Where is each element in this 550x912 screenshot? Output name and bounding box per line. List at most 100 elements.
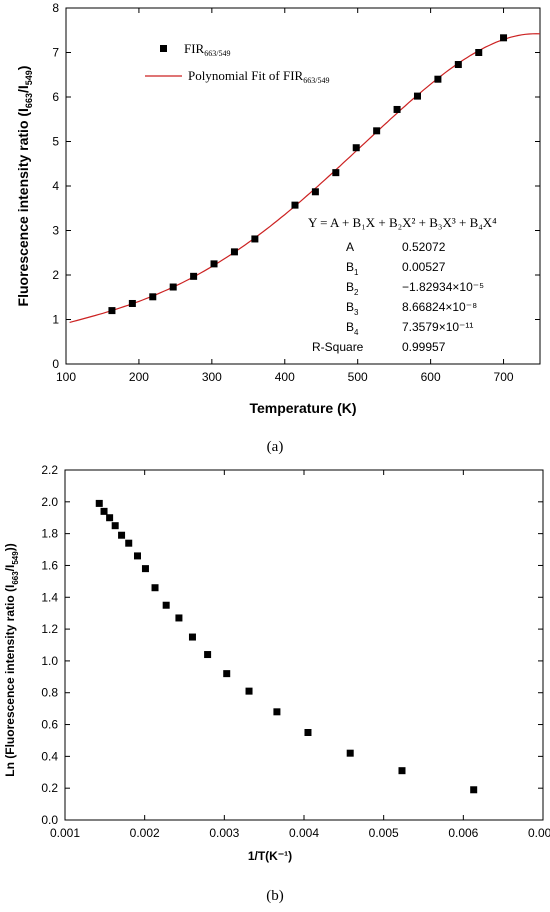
chart-b-ylabel-sub2: 549 (11, 551, 20, 565)
panel-a-caption: (a) (267, 439, 284, 455)
data-point (393, 105, 401, 113)
param-value: 0.00527 (402, 260, 446, 274)
y-tick-label: 0.8 (41, 686, 58, 700)
data-point (95, 499, 103, 507)
data-point (311, 188, 319, 196)
x-tick-label: 300 (202, 370, 222, 384)
y-tick-label: 5 (52, 135, 59, 149)
y-tick-label: 4 (52, 179, 59, 193)
x-tick-label: 0.001 (50, 826, 80, 840)
data-point (106, 514, 114, 522)
x-tick-label: 100 (56, 370, 76, 384)
data-point (346, 749, 354, 757)
data-point (108, 307, 116, 315)
data-point (273, 708, 281, 716)
param-name: A (346, 240, 354, 254)
data-point (128, 299, 136, 307)
chart-b-frame (64, 469, 544, 821)
param-value: 8.66824×10⁻⁸ (402, 300, 477, 314)
legend-points-text: FIR (184, 41, 205, 56)
x-tick-label: 0.006 (448, 826, 478, 840)
data-point (141, 565, 149, 573)
data-point (352, 144, 360, 152)
chart-b-ylabel-main: Ln (Fluorescence intensity ratio (I (3, 585, 17, 777)
data-point (210, 260, 218, 268)
data-point (169, 283, 177, 291)
data-point (245, 687, 253, 695)
data-point (149, 293, 157, 301)
data-point (398, 767, 406, 775)
x-tick-label: 0.005 (369, 826, 399, 840)
x-tick-label: 0.002 (130, 826, 160, 840)
data-point (332, 169, 340, 177)
y-tick-label: 0.2 (41, 781, 58, 795)
legend-fit-text: Polynomial Fit of FIR (188, 68, 304, 83)
y-tick-label: 1.0 (41, 654, 58, 668)
x-tick-label: 500 (348, 370, 368, 384)
data-point (223, 670, 231, 678)
x-tick-label: 200 (129, 370, 149, 384)
y-tick-label: 2.0 (41, 495, 58, 509)
data-point (100, 507, 108, 515)
param-value: 0.52072 (402, 240, 446, 254)
param-symbol: B (346, 300, 354, 314)
chart-b-xlabel: 1/T(K⁻¹) (248, 849, 292, 863)
chart-a-ylabel: Fluorescence intensity ratio (I663/I549) (15, 66, 34, 307)
param-name: B2 (346, 280, 359, 297)
chart-a-legend: FIR 663/549 Polynomial Fit of FIR663/549 (145, 41, 329, 85)
param-subscript: 4 (354, 328, 359, 337)
data-point (475, 49, 483, 56)
y-tick-label: 1.6 (41, 558, 58, 572)
param-subscript: 2 (354, 288, 359, 297)
param-symbol: R-Square (312, 340, 364, 354)
data-point (188, 633, 196, 641)
chart-b-ylabel: Ln (Fluorescence intensity ratio (I663/I… (3, 543, 20, 776)
chart-a-ylabel-mid: /I (15, 85, 31, 93)
data-point (175, 614, 183, 622)
y-tick-label: 2.2 (41, 463, 58, 477)
chart-b-ylabel-sub1: 663 (11, 571, 20, 585)
y-tick-label: 0.0 (41, 813, 58, 827)
data-point (133, 552, 141, 560)
chart-a-ylabel-sub2: 549 (24, 70, 34, 85)
data-point (454, 61, 462, 69)
param-value: 7.3579×10⁻¹¹ (402, 320, 473, 334)
chart-a-points (108, 34, 508, 315)
param-value: −1.82934×10⁻⁵ (402, 280, 484, 294)
data-point (162, 601, 170, 609)
y-tick-label: 6 (52, 90, 59, 104)
data-point (304, 729, 312, 736)
param-subscript: 1 (354, 268, 359, 277)
x-tick-label: 600 (421, 370, 441, 384)
y-tick-label: 1.2 (41, 622, 58, 636)
y-tick-label: 2 (52, 268, 59, 282)
y-tick-label: 1 (52, 313, 59, 327)
chart-b-ylabel-mid: /I (3, 565, 17, 572)
x-tick-label: 0.004 (289, 826, 319, 840)
data-point (251, 235, 259, 243)
data-point (151, 584, 159, 592)
y-tick-label: 3 (52, 224, 59, 238)
legend-fit-label: Polynomial Fit of FIR663/549 (188, 68, 329, 85)
x-tick-label: 700 (494, 370, 514, 384)
chart-b: 0.001 0.002 0.003 0.004 0.005 0.006 0.007 0.0 0.… (3, 463, 550, 904)
chart-a-ylabel-sub1: 663 (24, 93, 34, 108)
y-tick-label: 1.8 (41, 527, 58, 541)
data-point (204, 651, 212, 659)
data-point (470, 786, 478, 794)
data-point (118, 531, 126, 539)
param-symbol: B (346, 280, 354, 294)
chart-a-ylabel-main: Fluorescence intensity ratio (I (15, 108, 31, 306)
chart-b-ticks: 0.001 0.002 0.003 0.004 0.005 0.006 0.007 0.0 0.… (41, 463, 550, 840)
param-value: 0.99957 (402, 340, 446, 354)
data-point (500, 34, 508, 42)
y-tick-label: 8 (52, 1, 59, 15)
legend-fit-sub: 663/549 (303, 76, 329, 85)
x-tick-label: 0.003 (209, 826, 239, 840)
chart-a-ylabel-end: ) (15, 66, 31, 71)
panel-b-caption: (b) (266, 888, 284, 904)
data-point (373, 127, 381, 135)
